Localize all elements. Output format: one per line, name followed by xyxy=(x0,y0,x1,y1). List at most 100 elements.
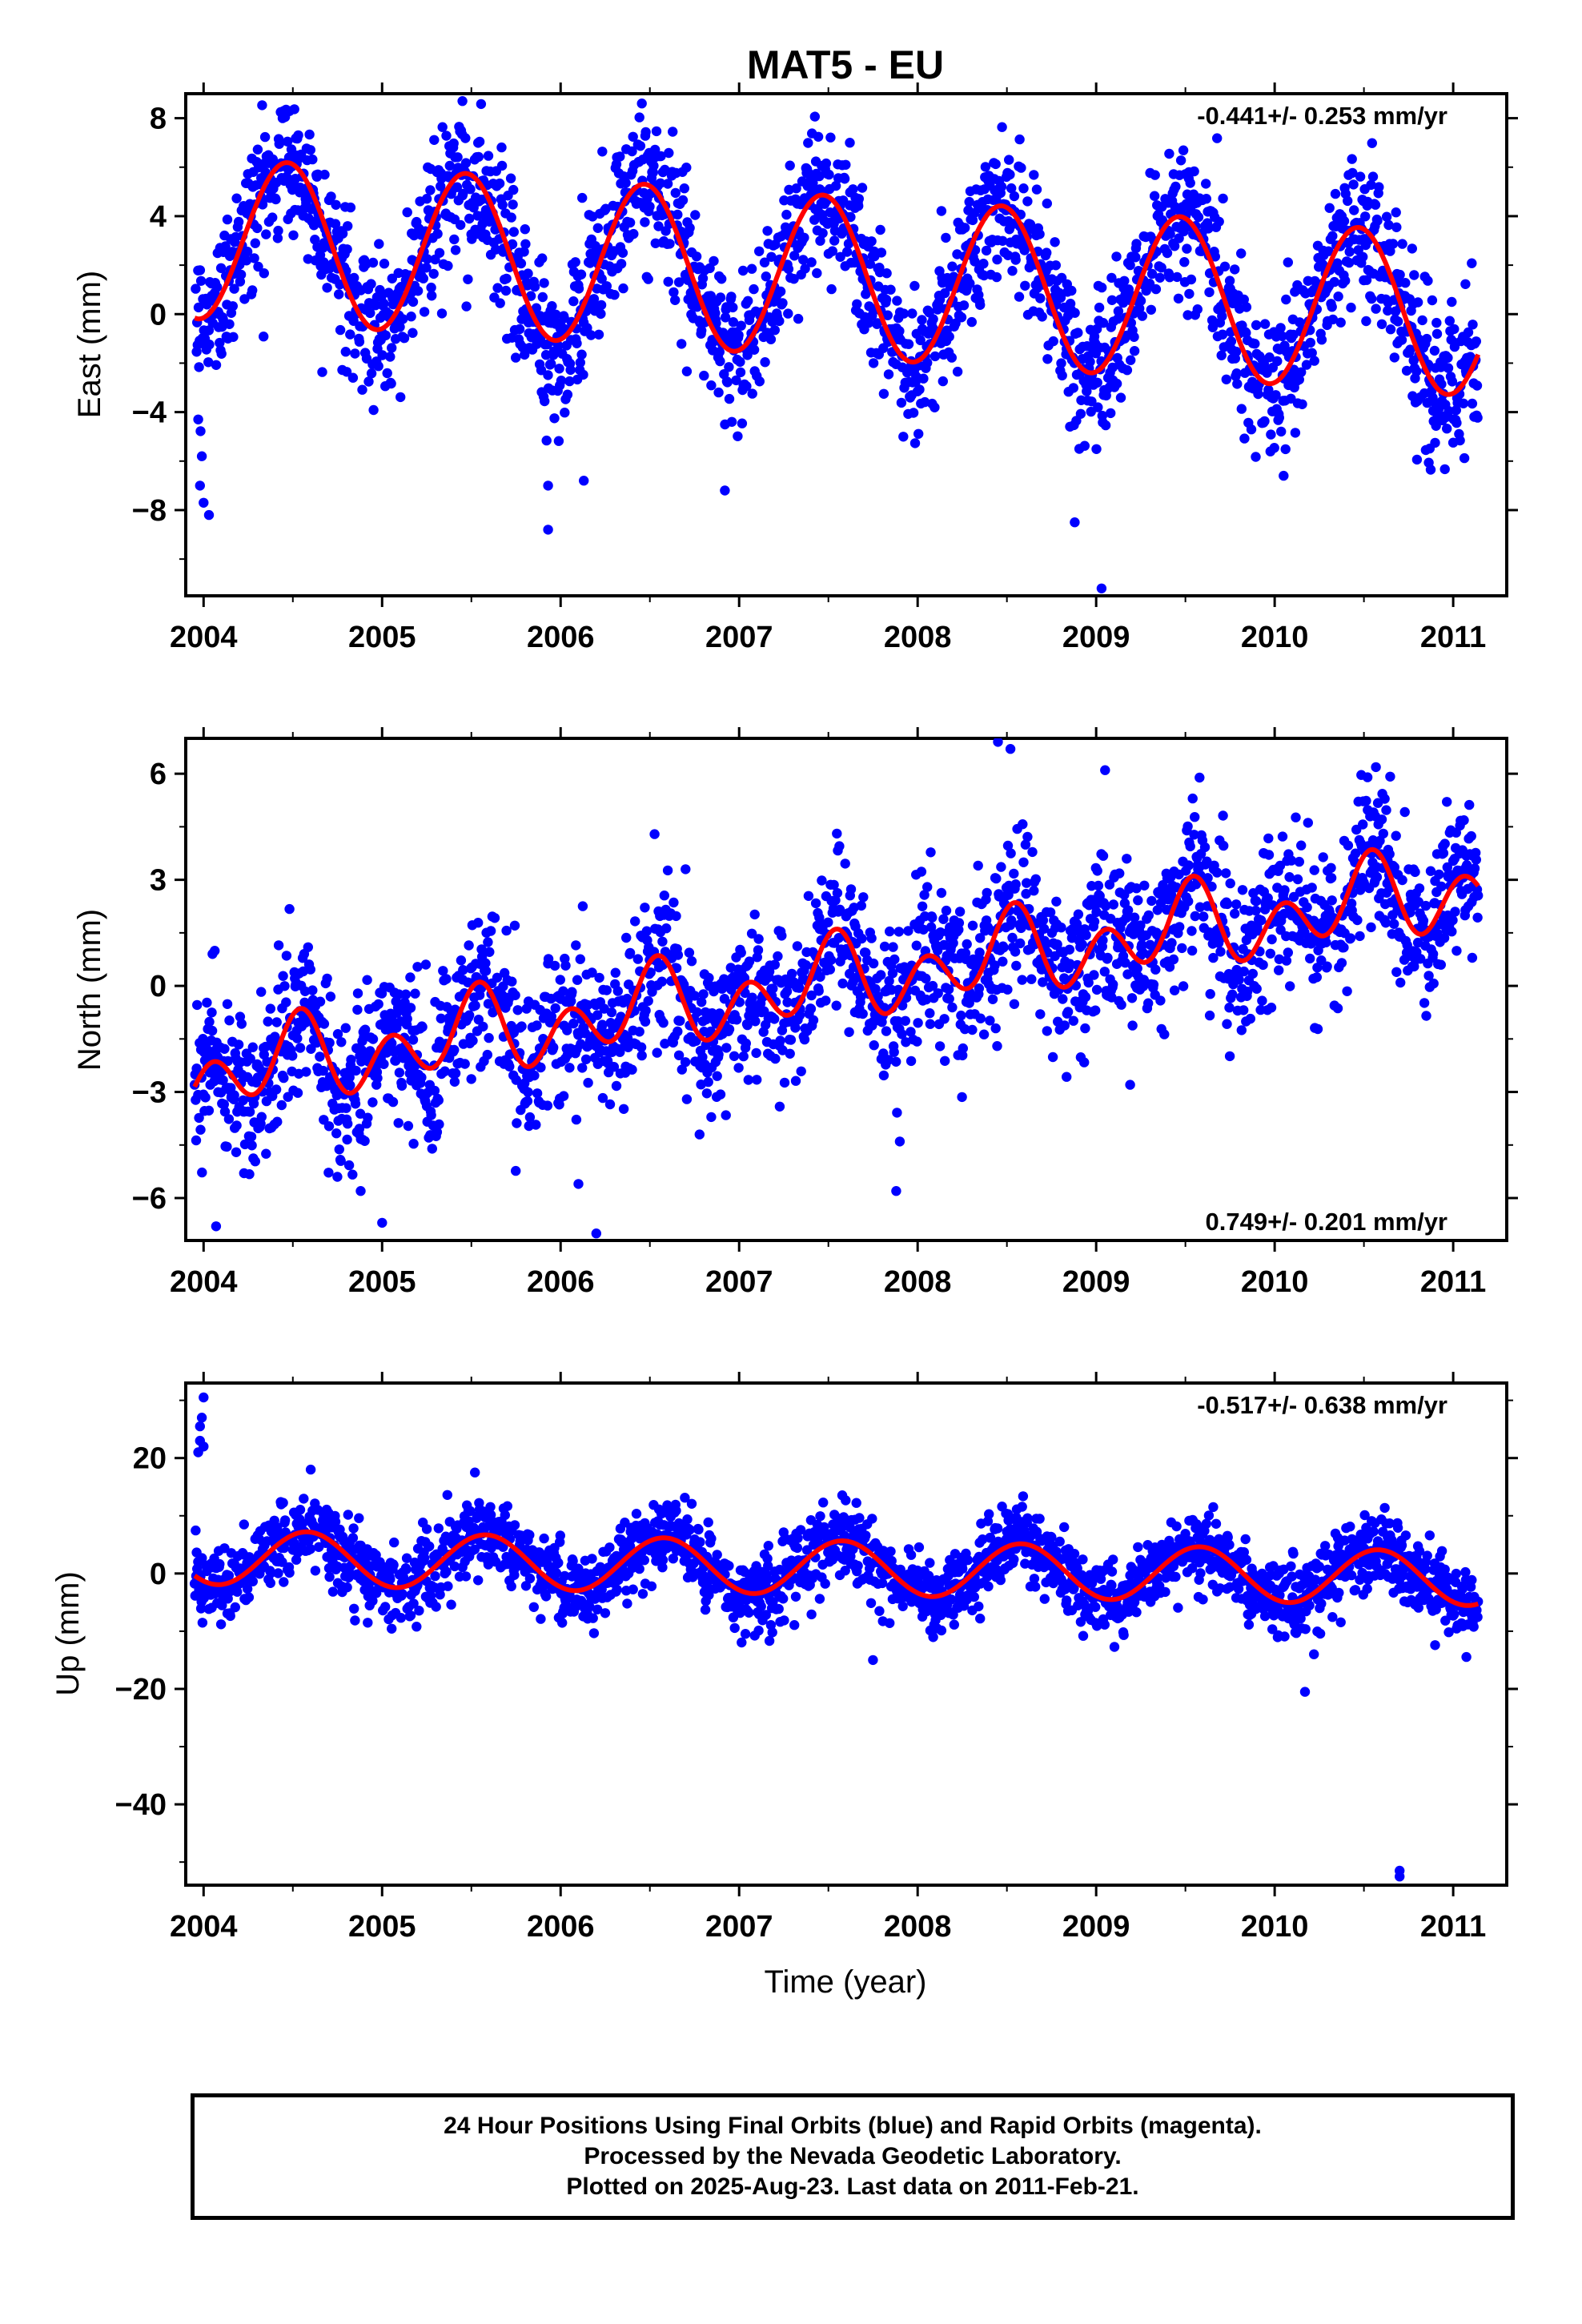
north-data-point xyxy=(1030,874,1042,885)
east-data-point xyxy=(601,281,612,292)
east-data-point xyxy=(1055,292,1066,303)
north-data-point xyxy=(509,920,520,931)
east-data-point xyxy=(1467,258,1477,268)
north-data-point xyxy=(1077,939,1088,950)
north-data-point xyxy=(753,945,764,955)
north-data-point xyxy=(1108,979,1118,990)
east-data-point xyxy=(1022,196,1033,207)
north-data-point xyxy=(742,1019,753,1031)
east-data-point xyxy=(946,352,958,363)
north-data-point xyxy=(1371,762,1381,773)
north-data-point xyxy=(360,1024,371,1035)
north-data-point xyxy=(483,937,493,947)
east-data-point xyxy=(1129,332,1139,342)
north-rate-label: 0.749+/- 0.201 mm/yr xyxy=(1206,1208,1447,1236)
east-data-point xyxy=(997,122,1007,132)
east-outlier-point xyxy=(193,414,203,424)
north-outlier-point xyxy=(894,1136,905,1147)
north-data-point xyxy=(808,1015,819,1026)
east-data-point xyxy=(1100,420,1111,431)
east-data-point xyxy=(1360,211,1371,222)
north-data-point xyxy=(777,1045,788,1055)
north-data-point xyxy=(918,924,929,935)
east-data-point xyxy=(1193,211,1204,223)
north-model-curve xyxy=(192,846,1480,1098)
east-data-point xyxy=(1207,322,1219,332)
east-data-point xyxy=(741,381,752,392)
east-data-point xyxy=(1253,388,1263,400)
north-data-point xyxy=(1148,979,1159,990)
north-data-point xyxy=(773,951,783,962)
north-data-point xyxy=(1237,885,1248,895)
east-data-point xyxy=(1079,440,1090,451)
north-data-point xyxy=(1389,862,1400,873)
north-data-point xyxy=(410,988,420,999)
north-data-point xyxy=(238,1095,248,1106)
north-data-point xyxy=(876,970,886,980)
up-data-point xyxy=(284,1567,295,1578)
east-data-point xyxy=(271,194,281,205)
up-axis-ticks xyxy=(175,1372,1518,1896)
north-data-point xyxy=(733,1063,744,1073)
north-data-point xyxy=(832,887,843,899)
east-data-point xyxy=(1122,365,1133,376)
east-x-tick-label: 2008 xyxy=(884,621,952,654)
north-data-point xyxy=(394,1068,405,1078)
north-data-point xyxy=(441,974,452,984)
east-data-point xyxy=(841,159,851,170)
north-data-point xyxy=(400,989,412,999)
north-data-point xyxy=(741,1038,751,1049)
north-data-point xyxy=(464,1010,475,1020)
north-data-point xyxy=(1073,909,1084,919)
north-data-point xyxy=(881,1026,892,1036)
north-data-point xyxy=(426,1110,436,1120)
north-data-point xyxy=(967,1024,978,1035)
north-data-point xyxy=(634,1027,644,1037)
east-data-point xyxy=(586,330,596,340)
north-data-point xyxy=(799,1034,810,1045)
north-data-point xyxy=(1022,831,1033,842)
north-data-point xyxy=(408,1035,419,1045)
north-data-point xyxy=(367,1034,379,1044)
figure-title: MAT5 - EU xyxy=(747,42,944,87)
north-data-point xyxy=(1381,805,1391,815)
north-data-point xyxy=(1018,818,1028,830)
east-data-point xyxy=(1407,243,1418,254)
east-data-point xyxy=(806,257,817,267)
east-data-point xyxy=(546,359,556,369)
north-data-point xyxy=(1215,947,1226,957)
north-data-point xyxy=(817,875,827,886)
east-data-point xyxy=(1113,306,1124,316)
east-data-point xyxy=(1463,327,1474,338)
north-data-point xyxy=(1265,948,1276,959)
north-data-point xyxy=(194,1112,204,1124)
north-data-point xyxy=(734,997,745,1007)
north-data-point xyxy=(341,1103,351,1113)
east-data-point xyxy=(766,251,777,262)
east-data-point xyxy=(1042,247,1052,258)
north-data-point xyxy=(1251,983,1262,994)
east-data-point xyxy=(556,376,567,386)
north-data-point xyxy=(697,1051,708,1063)
north-data-point xyxy=(568,1018,579,1029)
east-data-point xyxy=(915,335,926,346)
north-data-point xyxy=(192,999,203,1011)
north-data-point xyxy=(905,1027,916,1037)
east-data-point xyxy=(421,194,432,204)
north-data-point xyxy=(287,1051,298,1061)
north-data-point xyxy=(1447,927,1457,937)
north-data-point xyxy=(1256,915,1267,926)
east-data-point xyxy=(516,258,527,269)
north-data-point xyxy=(1395,977,1406,988)
north-data-point xyxy=(1339,942,1349,953)
east-data-point xyxy=(715,356,725,367)
east-data-point xyxy=(596,274,607,284)
east-data-point xyxy=(387,343,397,353)
up-x-tick-label: 2005 xyxy=(348,1910,416,1944)
north-data-point xyxy=(1098,850,1109,861)
east-data-point xyxy=(1173,293,1184,304)
east-data-point xyxy=(1371,304,1381,314)
east-data-point xyxy=(354,336,365,347)
east-data-point xyxy=(885,284,896,295)
north-data-point xyxy=(792,941,803,951)
